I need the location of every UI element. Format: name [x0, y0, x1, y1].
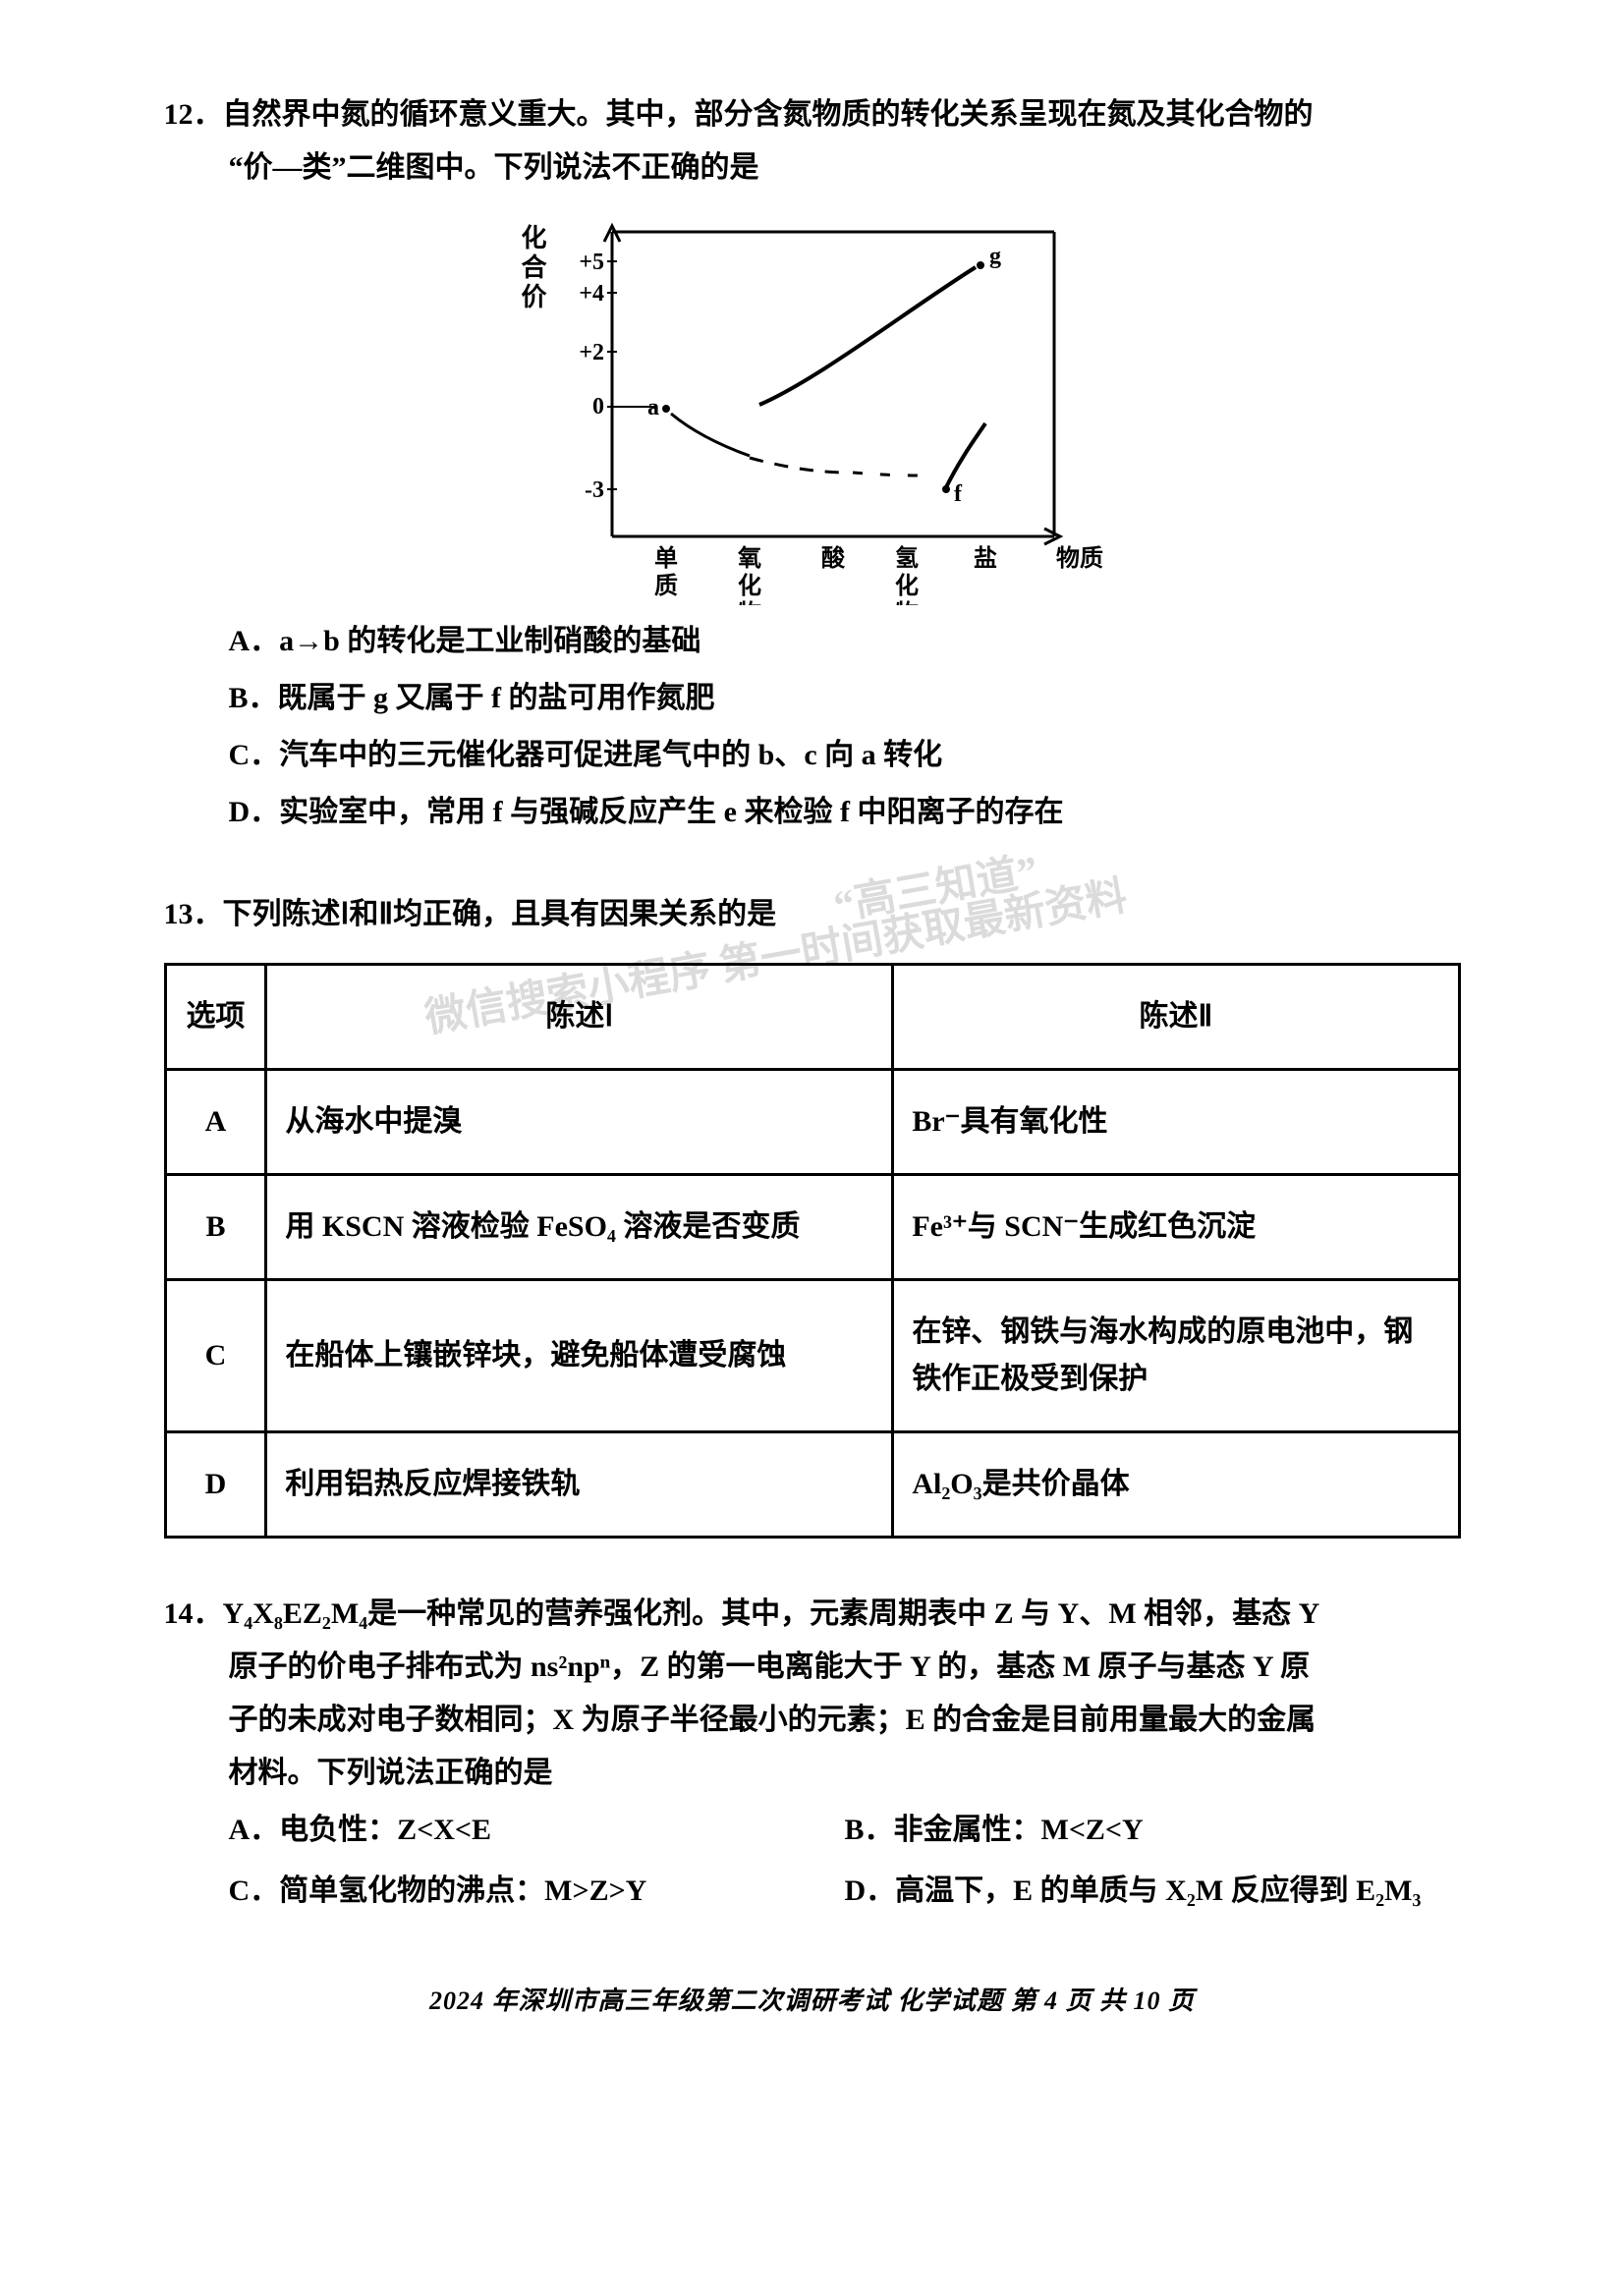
- cell-opt: B: [165, 1175, 266, 1280]
- cell-opt: D: [165, 1432, 266, 1538]
- cell-s2: Al₂O₃是共价晶体: [893, 1432, 1459, 1538]
- point-f: f: [954, 481, 963, 507]
- ytick-2: +2: [579, 340, 604, 365]
- cell-s1: 利用铝热反应焊接铁轨: [266, 1432, 893, 1538]
- q12-number: 12．: [164, 98, 223, 131]
- xtick-0a: 单: [654, 545, 678, 572]
- page-footer: 2024 年深圳市高三年级第二次调研考试 化学试题 第 4 页 共 10 页: [164, 1981, 1461, 2017]
- q12-opt-a: A．a→b 的转化是工业制硝酸的基础: [229, 615, 1461, 668]
- valence-type-chart: +5 +4 +2 0 -3 a: [553, 212, 1103, 605]
- question-12: 12．自然界中氮的循环意义重大。其中，部分含氮物质的转化关系呈现在氮及其化合物的…: [164, 88, 1461, 839]
- cell-s1: 用 KSCN 溶液检验 FeSO₄ 溶液是否变质: [266, 1175, 893, 1280]
- xtick-1c: 物: [738, 600, 761, 605]
- ytick-n3: -3: [585, 477, 604, 503]
- point-g: g: [989, 244, 1001, 269]
- cell-opt: A: [165, 1070, 266, 1175]
- th-opt: 选项: [165, 965, 266, 1070]
- q12-stem-a: 自然界中氮的循环意义重大。其中，部分含氮物质的转化关系呈现在氮及其化合物的: [223, 98, 1314, 131]
- q12-opt-c: C．汽车中的三元催化器可促进尾气中的 b、c 向 a 转化: [229, 729, 1461, 782]
- q13-stem: 下列陈述Ⅰ和Ⅱ均正确，且具有因果关系的是: [223, 898, 777, 930]
- point-a: a: [647, 395, 659, 420]
- xtick-3b: 化: [895, 572, 919, 599]
- th-s2: 陈述Ⅱ: [893, 965, 1459, 1070]
- ytick-5: +5: [579, 250, 604, 275]
- table-row: C 在船体上镶嵌锌块，避免船体遭受腐蚀 在锌、钢铁与海水构成的原电池中，钢铁作正…: [165, 1280, 1459, 1432]
- q13-number: 13．: [164, 898, 223, 930]
- table-header-row: 选项 陈述Ⅰ 陈述Ⅱ: [165, 965, 1459, 1070]
- chart-ylabel-a: 化: [521, 224, 546, 252]
- q14-opt-c: C．简单氢化物的沸点：M>Z>Y: [229, 1865, 845, 1918]
- cell-opt: C: [165, 1280, 266, 1432]
- q14-stem-b: 原子的价电子排布式为 ns²npⁿ，Z 的第一电离能大于 Y 的，基态 M 原子…: [164, 1641, 1461, 1694]
- xtick-1a: 氧: [738, 544, 761, 572]
- xtick-3c: 物: [895, 600, 919, 605]
- question-14: 14．Y₄X₈EZ₂M₄是一种常见的营养强化剂。其中，元素周期表中 Z 与 Y、…: [164, 1588, 1461, 1922]
- xtick-1b: 化: [738, 572, 761, 599]
- cell-s1: 从海水中提溴: [266, 1070, 893, 1175]
- q12-stem-b: “价—类”二维图中。下列说法不正确的是: [164, 141, 1461, 195]
- xtick-4: 盐: [974, 545, 997, 572]
- q14-stem-c: 子的未成对电子数相同；X 为原子半径最小的元素；E 的合金是目前用量最大的金属: [164, 1694, 1461, 1747]
- th-s1: 陈述Ⅰ: [266, 965, 893, 1070]
- q14-opt-a: A．电负性：Z<X<E: [229, 1804, 845, 1857]
- cell-s2: Fe³⁺与 SCN⁻生成红色沉淀: [893, 1175, 1459, 1280]
- q12-opt-b: B．既属于 g 又属于 f 的盐可用作氮肥: [229, 672, 1461, 725]
- q14-opt-d: D．高温下，E 的单质与 X₂M 反应得到 E₂M₃: [845, 1865, 1461, 1918]
- chart-ylabel-c: 价: [521, 283, 546, 311]
- xtick-3a: 氢: [895, 544, 919, 572]
- question-13: 13．下列陈述Ⅰ和Ⅱ均正确，且具有因果关系的是 选项 陈述Ⅰ 陈述Ⅱ A 从海水…: [164, 888, 1461, 1539]
- cell-s2: 在锌、钢铁与海水构成的原电池中，钢铁作正极受到保护: [893, 1280, 1459, 1432]
- q12-opt-d: D．实验室中，常用 f 与强碱反应产生 e 来检验 f 中阳离子的存在: [229, 786, 1461, 839]
- xlabel: 物质类别: [1056, 545, 1103, 572]
- cell-s2: Br⁻具有氧化性: [893, 1070, 1459, 1175]
- cell-s1: 在船体上镶嵌锌块，避免船体遭受腐蚀: [266, 1280, 893, 1432]
- ytick-4: +4: [579, 281, 604, 307]
- xtick-2: 酸: [821, 545, 846, 572]
- q14-opt-b: B．非金属性：M<Z<Y: [845, 1804, 1461, 1857]
- table-row: D 利用铝热反应焊接铁轨 Al₂O₃是共价晶体: [165, 1432, 1459, 1538]
- q14-stem-a: Y₄X₈EZ₂M₄是一种常见的营养强化剂。其中，元素周期表中 Z 与 Y、M 相…: [223, 1597, 1320, 1630]
- q13-table: 选项 陈述Ⅰ 陈述Ⅱ A 从海水中提溴 Br⁻具有氧化性 B 用 KSCN 溶液…: [164, 963, 1461, 1539]
- chart-ylabel-b: 合: [521, 253, 546, 282]
- xtick-0b: 质: [654, 573, 678, 599]
- q14-number: 14．: [164, 1597, 223, 1630]
- table-row: B 用 KSCN 溶液检验 FeSO₄ 溶液是否变质 Fe³⁺与 SCN⁻生成红…: [165, 1175, 1459, 1280]
- ytick-0: 0: [592, 394, 604, 420]
- table-row: A 从海水中提溴 Br⁻具有氧化性: [165, 1070, 1459, 1175]
- q14-stem-d: 材料。下列说法正确的是: [164, 1747, 1461, 1800]
